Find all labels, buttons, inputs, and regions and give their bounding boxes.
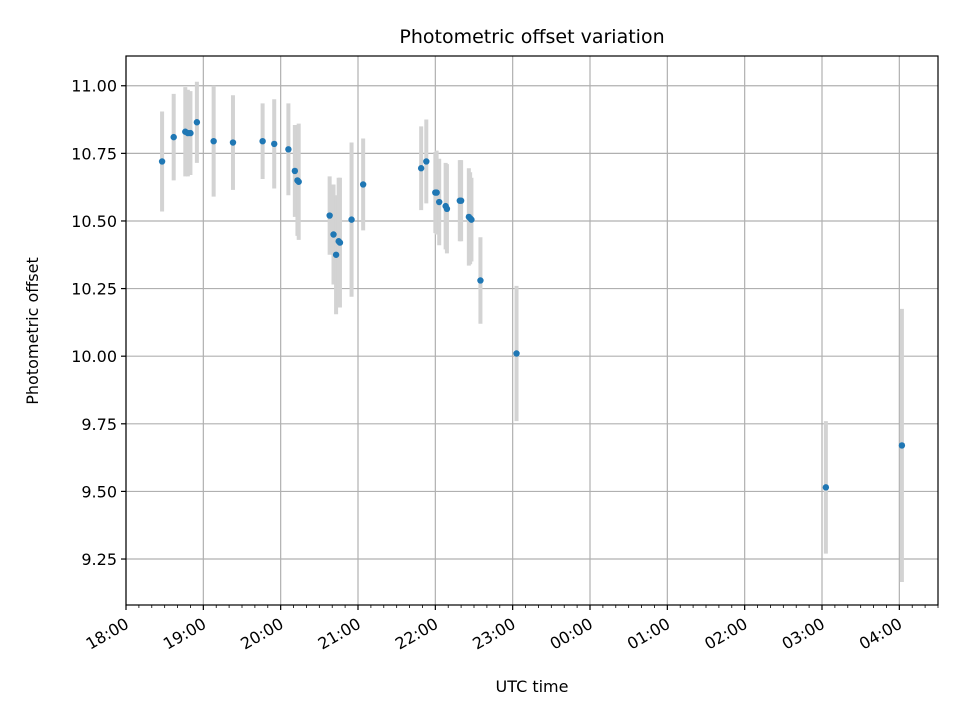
data-point	[295, 178, 302, 185]
data-point	[822, 484, 830, 491]
grid	[125, 56, 938, 605]
data-point	[285, 146, 292, 153]
data-point	[193, 119, 201, 126]
y-axis-ticks: 9.25 9.50 9.75 10.00 10.25 10.50 10.75 11.00	[71, 77, 126, 569]
data-point	[417, 165, 425, 172]
y-tick-label: 9.50	[81, 482, 117, 501]
data-point	[229, 139, 237, 146]
data-point	[271, 140, 278, 148]
y-axis-title: Photometric offset	[23, 257, 42, 405]
data-point	[513, 350, 520, 357]
data-point	[259, 137, 266, 145]
data-point	[330, 231, 337, 238]
x-axis-title: UTC time	[496, 677, 569, 696]
data-point	[436, 198, 443, 206]
data-point	[170, 133, 177, 141]
data-point	[210, 137, 217, 145]
data-point	[336, 239, 344, 246]
data-point	[423, 158, 430, 165]
data-point	[332, 251, 340, 258]
data-point	[468, 216, 475, 223]
data-point	[433, 189, 440, 196]
data-point	[326, 212, 333, 219]
data-point	[457, 197, 465, 204]
plot-area-frame	[125, 55, 939, 606]
chart-title: Photometric offset variation	[399, 26, 664, 48]
y-tick-label: 9.25	[81, 550, 117, 569]
y-tick-label: 10.00	[71, 347, 117, 366]
data-point	[443, 205, 451, 213]
data-point	[348, 216, 355, 223]
y-tick-label: 9.75	[81, 415, 117, 434]
y-tick-label: 10.50	[71, 212, 117, 231]
data-point	[477, 277, 484, 284]
data-points	[158, 119, 906, 491]
y-tick-label: 11.00	[71, 77, 117, 96]
data-point	[187, 129, 194, 137]
data-point	[898, 442, 906, 449]
y-tick-label: 10.25	[71, 280, 117, 299]
data-point	[158, 158, 166, 165]
y-tick-label: 10.75	[71, 144, 117, 163]
data-point	[291, 167, 299, 175]
data-point	[359, 181, 367, 188]
